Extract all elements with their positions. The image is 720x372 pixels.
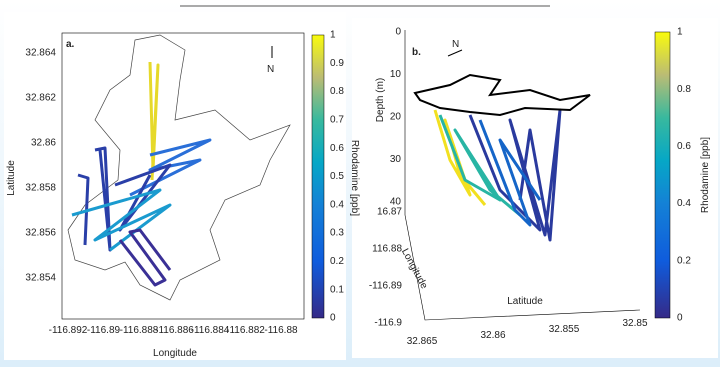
north-label: N xyxy=(267,64,274,75)
colorbar-tick-label: 0 xyxy=(677,313,683,324)
track xyxy=(438,114,521,217)
y-tick-label: 116.88 xyxy=(372,244,402,255)
x-tick-label: -116.88 xyxy=(264,325,298,336)
y-tick-label: -116.89 xyxy=(369,281,403,292)
panel-a-bg xyxy=(4,12,346,360)
x-tick-label: -116.886 xyxy=(155,325,194,336)
track xyxy=(129,138,212,197)
colorbar-label: Rhodamine [ppb] xyxy=(349,140,360,216)
y-tick-label: 32.86 xyxy=(31,138,56,149)
y-tick-label: -116.9 xyxy=(374,318,402,329)
x-axis-label: Latitude xyxy=(507,296,543,307)
y-tick-label: 32.854 xyxy=(25,273,56,284)
y-tick-label: 32.862 xyxy=(25,93,56,104)
x-tick-label: 32.86 xyxy=(480,330,505,341)
y-axis-label: Latitude xyxy=(6,160,17,196)
north-label: N xyxy=(452,39,459,50)
y-tick-label: 32.856 xyxy=(25,228,56,239)
colorbar-tick-label: 0.2 xyxy=(677,255,691,266)
colorbar-tick-label: 0.1 xyxy=(330,284,344,295)
colorbar-tick-label: 0.4 xyxy=(330,199,344,210)
colorbar-tick-label: 0.6 xyxy=(677,141,691,152)
x-tick-label: 32.85 xyxy=(622,318,647,329)
z-tick-label: 0 xyxy=(395,27,401,38)
x-tick-label: -116.888 xyxy=(120,325,159,336)
track xyxy=(148,61,160,181)
y-tick-label: 32.858 xyxy=(25,183,56,194)
y-tick-label: 16.87 xyxy=(377,207,402,218)
north-arrow xyxy=(447,49,463,57)
z-tick-label: 20 xyxy=(390,112,402,123)
x-axis-label: Longitude xyxy=(153,348,197,359)
colorbar-tick-label: 1 xyxy=(330,30,336,41)
x-tick-label: 32.855 xyxy=(549,324,580,335)
plot-frame xyxy=(61,32,305,320)
y-tick-label: 32.864 xyxy=(25,48,56,59)
panel-label: b. xyxy=(412,47,421,58)
colorbar-tick-label: 0.8 xyxy=(677,84,691,95)
axes xyxy=(404,30,641,321)
x-tick-label: -116.892 xyxy=(49,325,88,336)
colorbar-label: Rhodamine [ppb] xyxy=(700,137,711,213)
x-tick-label: -116.89 xyxy=(87,325,121,336)
z-tick-label: 30 xyxy=(390,154,402,165)
colorbar-tick-label: 0.2 xyxy=(330,256,344,267)
colorbar xyxy=(311,34,325,319)
shoreline xyxy=(67,34,291,301)
z-axis-label: Depth (m) xyxy=(375,78,386,122)
colorbar-tick-label: 0.4 xyxy=(677,198,691,209)
z-tick-label: 40 xyxy=(390,197,402,208)
colorbar-tick-label: 0.9 xyxy=(330,58,344,69)
x-tick-label: -116.882 xyxy=(226,325,265,336)
panel-b: b. N 01020304016.87116.88-116.89-116.932… xyxy=(369,27,711,347)
surface-track xyxy=(413,73,591,117)
colorbar-tick-label: 0 xyxy=(330,313,336,324)
x-tick-label: -116.884 xyxy=(191,325,230,336)
colorbar-tick-label: 1 xyxy=(677,27,683,38)
track xyxy=(77,146,172,252)
colorbar xyxy=(654,31,671,319)
track xyxy=(118,228,172,287)
z-tick-label: 10 xyxy=(390,69,402,80)
track xyxy=(71,188,172,252)
colorbar-tick-label: 0.6 xyxy=(330,143,344,154)
panel-a: a. N 32.864 32.862 32.86 32.858 32.856 32.854… xyxy=(6,30,360,359)
colorbar-tick-label: 0.5 xyxy=(330,171,344,182)
colorbar-tick-label: 0.7 xyxy=(330,115,344,126)
x-tick-label: 32.865 xyxy=(407,336,438,347)
colorbar-tick-label: 0.3 xyxy=(330,228,344,239)
track xyxy=(478,119,542,227)
colorbar-tick-label: 0.8 xyxy=(330,86,344,97)
panel-label: a. xyxy=(66,39,75,50)
